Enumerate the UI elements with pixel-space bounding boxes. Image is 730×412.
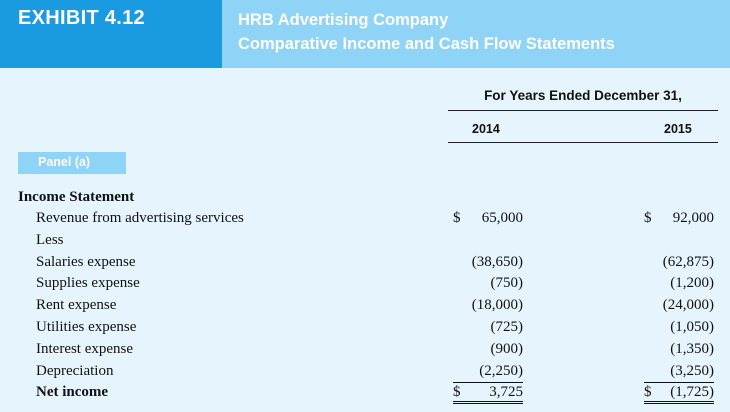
company-name: HRB Advertising Company	[238, 11, 449, 29]
column-heading: For Years Ended December 31,	[484, 88, 682, 103]
currency-symbol: $	[453, 384, 461, 401]
table-row: Depreciation (2,250) (3,250)	[0, 363, 730, 385]
table-row: Rent expense (18,000) (24,000)	[0, 297, 730, 319]
amount: (725)	[490, 319, 524, 335]
row-label: Rent expense	[36, 297, 117, 314]
value-2014: (2,250)	[453, 363, 523, 383]
value-2015: (3,250)	[644, 363, 714, 383]
table-row: Utilities expense (725) (1,050)	[0, 319, 730, 341]
amount: (24,000)	[662, 297, 714, 314]
amount: 3,725	[489, 384, 523, 401]
value-2014: $65,000	[453, 210, 523, 230]
row-label: Depreciation	[36, 362, 114, 379]
panel-tab: Panel (a)	[18, 152, 126, 174]
currency-symbol: $	[644, 384, 652, 401]
value-2015: (1,050)	[644, 319, 714, 339]
currency-symbol: $	[644, 210, 652, 226]
value-2014: (750)	[453, 275, 524, 295]
row-label: Less	[36, 231, 64, 248]
value-2015	[644, 232, 714, 252]
heading-rule	[448, 110, 718, 111]
row-label: Interest expense	[36, 340, 134, 357]
amount: (1,200)	[670, 275, 714, 292]
table-row: Salaries expense (38,650) (62,875)	[0, 254, 730, 276]
row-label: Revenue from advertising services	[36, 210, 244, 226]
value-2015: $ (1,725)	[644, 384, 714, 405]
amount: 65,000	[481, 210, 523, 226]
amount: (750)	[490, 275, 524, 292]
amount: (1,725)	[670, 384, 714, 401]
amount: (900)	[490, 340, 524, 357]
row-label: Utilities expense	[36, 319, 137, 335]
amount: 92,000	[672, 210, 714, 226]
row-label: Net income	[36, 384, 109, 401]
amount: (62,875)	[662, 253, 714, 270]
amount: (3,250)	[670, 362, 714, 379]
amount: (1,050)	[670, 319, 714, 335]
value-2014: (18,000)	[453, 297, 523, 317]
year-2015-header: 2015	[664, 122, 692, 136]
amount: (1,350)	[670, 340, 714, 357]
value-2015: $92,000	[644, 210, 714, 230]
statement-title: Income Statement	[18, 189, 135, 205]
table-row: Net income $3,725 $ (1,725)	[0, 384, 730, 406]
value-2014: (900)	[453, 340, 524, 361]
value-2014: $3,725	[453, 384, 523, 405]
value-2015: (24,000)	[644, 297, 714, 317]
year-rule	[448, 142, 718, 143]
amount: (38,650)	[471, 253, 523, 270]
value-2015: (1,200)	[644, 275, 714, 295]
amount: (2,250)	[479, 362, 523, 379]
table-row: Less	[0, 232, 730, 254]
exhibit-header: EXHIBIT 4.12 HRB Advertising Company Com…	[0, 0, 730, 68]
currency-symbol: $	[453, 210, 461, 226]
statement-subtitle: Comparative Income and Cash Flow Stateme…	[238, 35, 615, 53]
table-row: Interest expense (900) (1,350)	[0, 341, 730, 363]
year-2014-header: 2014	[472, 122, 500, 136]
table-row: Supplies expense (750) (1,200)	[0, 275, 730, 297]
row-label: Supplies expense	[36, 275, 140, 292]
value-2014: (38,650)	[453, 254, 523, 274]
value-2015: (1,350)	[644, 341, 714, 361]
row-label: Salaries expense	[36, 253, 136, 270]
exhibit-label: EXHIBIT 4.12	[0, 0, 222, 68]
value-2014	[453, 232, 523, 252]
exhibit-title: HRB Advertising Company Comparative Inco…	[222, 0, 730, 68]
amount: (18,000)	[471, 297, 523, 314]
table-row: Revenue from advertising services $65,000…	[0, 210, 730, 232]
value-2015: (62,875)	[644, 254, 714, 274]
value-2014: (725)	[453, 319, 524, 339]
